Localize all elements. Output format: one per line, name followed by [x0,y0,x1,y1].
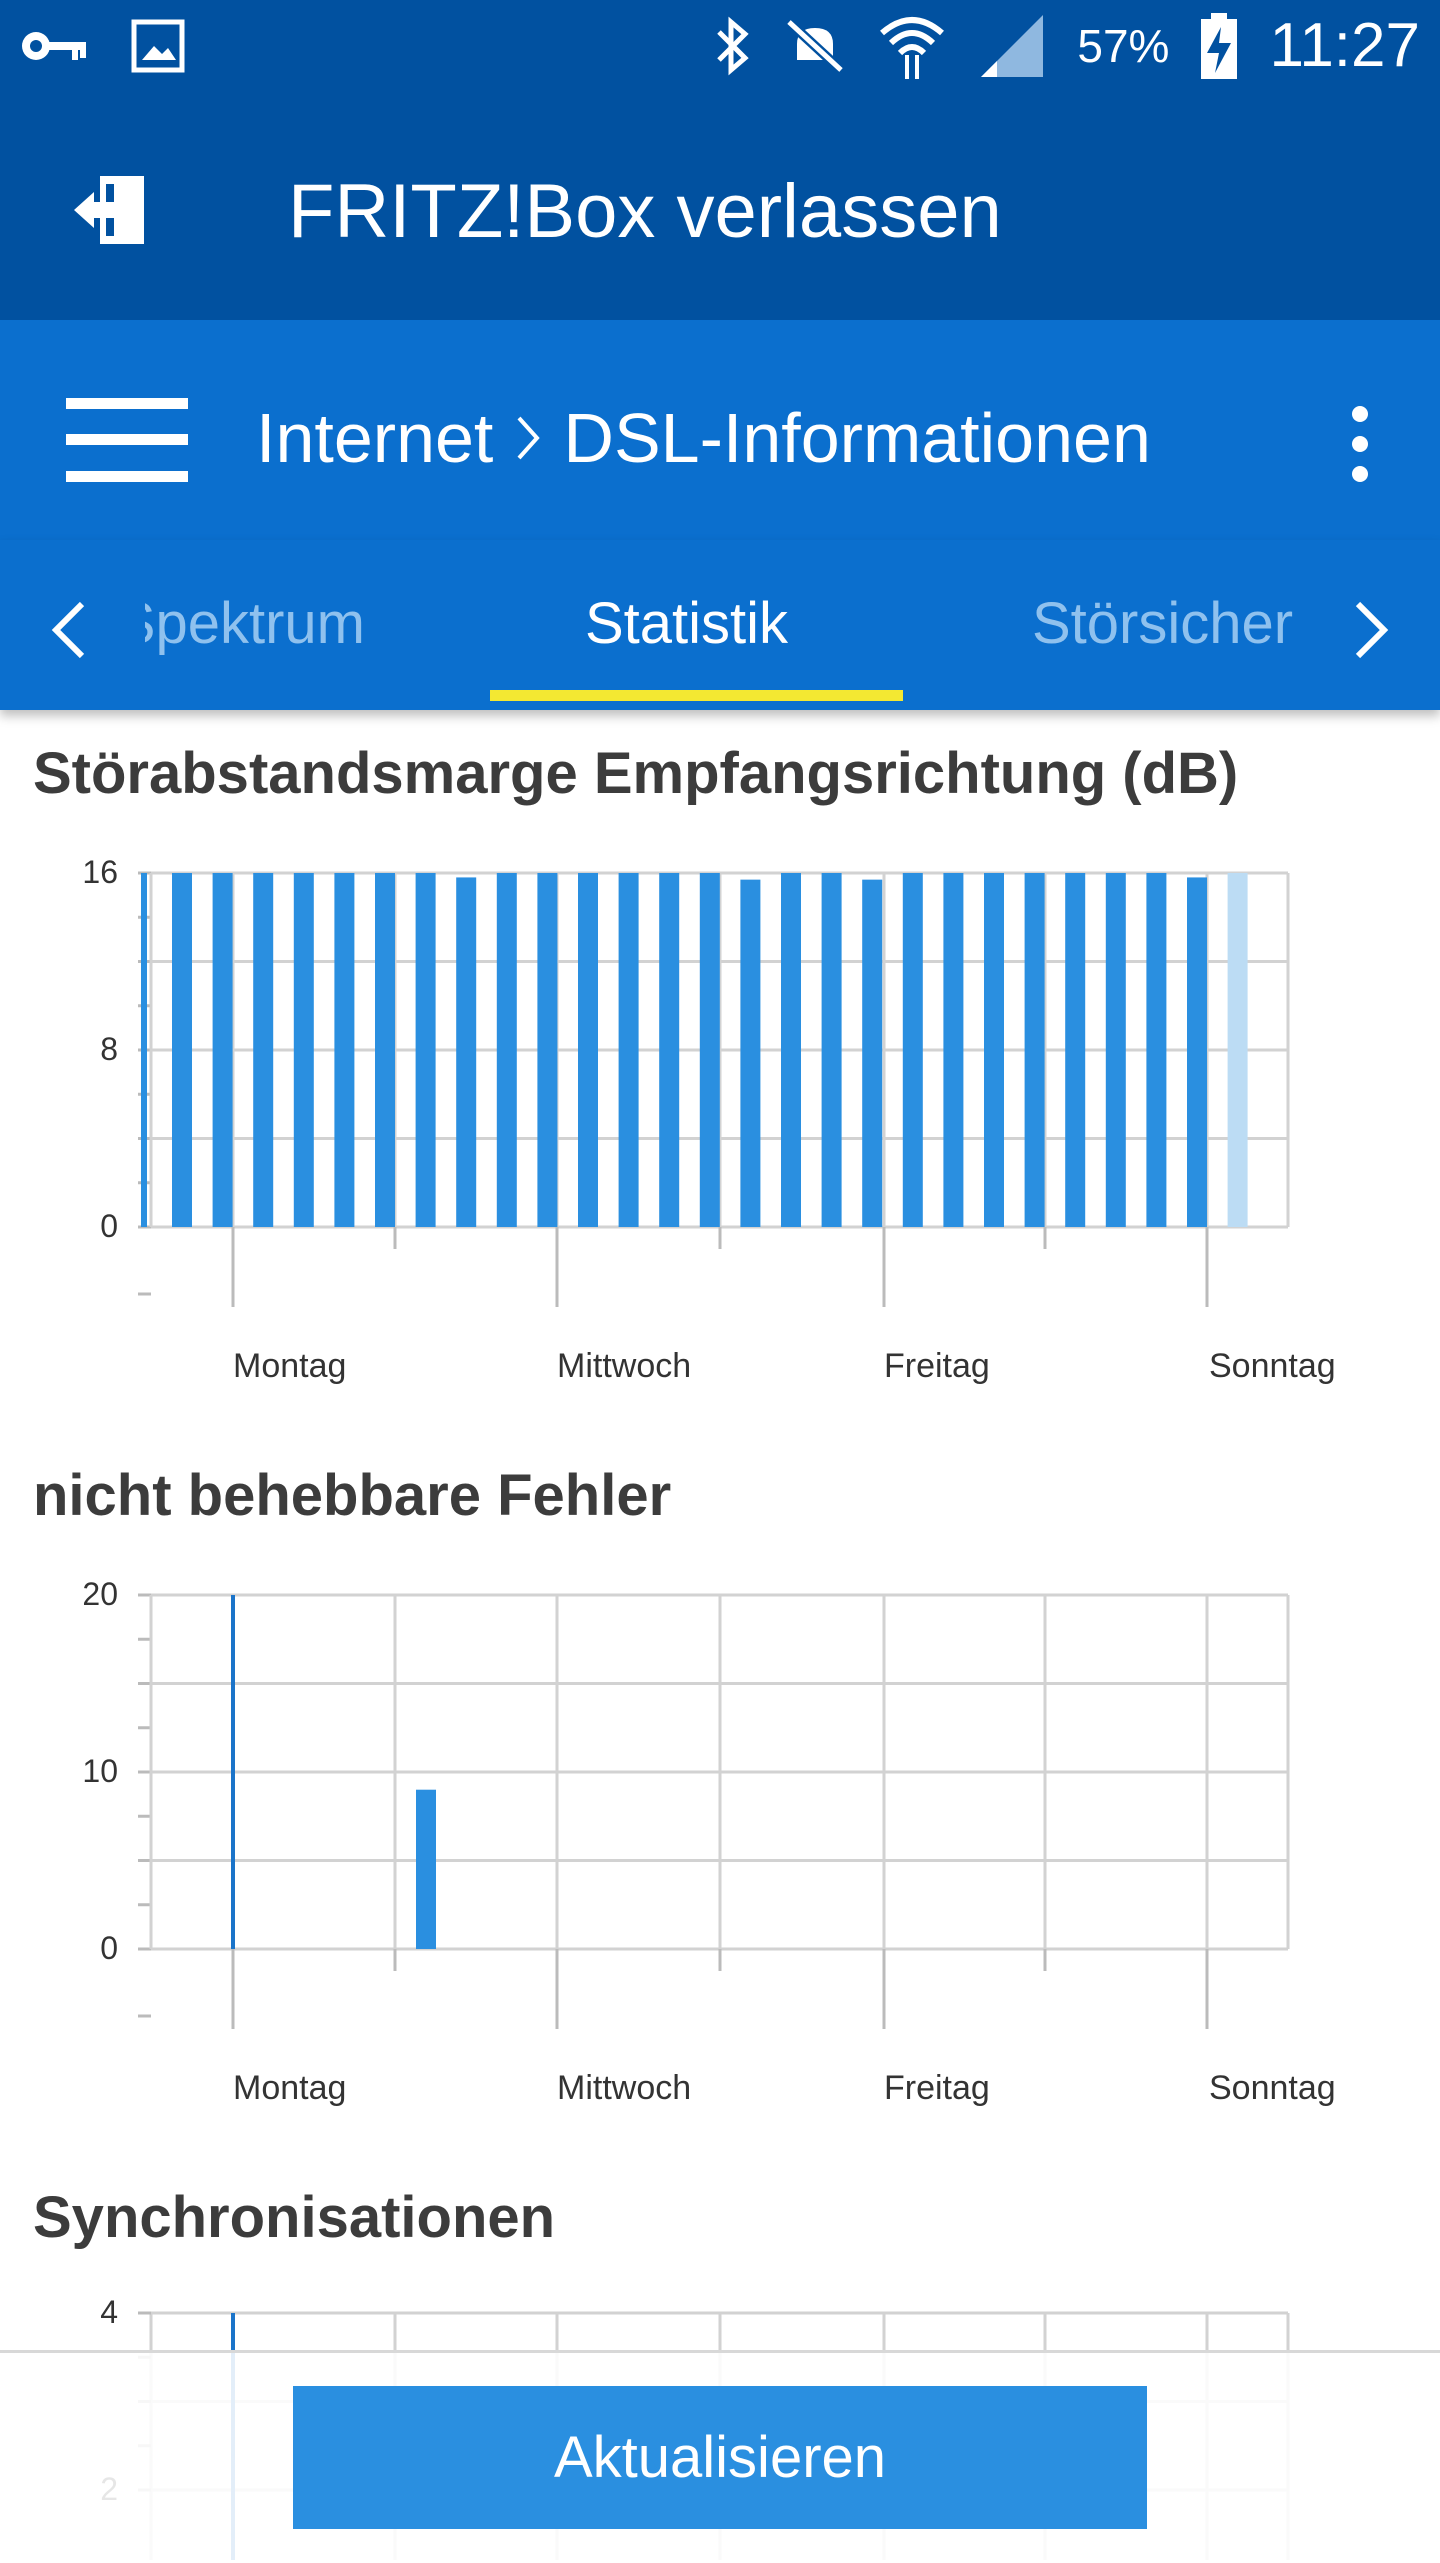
more-vert-icon[interactable] [1340,398,1380,488]
y-tick-label: 16 [82,854,118,890]
bar [1146,873,1167,1227]
chart2-title: nicht behebbare Fehler [33,1463,672,1528]
status-bar: 57% 11:27 [0,0,1440,100]
bar [578,873,598,1227]
footer: Aktualisieren [0,2350,1440,2563]
battery-percent: 57% [1077,19,1170,72]
nav-bar: Internet DSL-Informationen [0,320,1440,540]
bar [375,873,395,1227]
bar [1065,873,1086,1227]
bar [699,873,720,1227]
mute-icon [785,17,845,74]
bar [212,873,233,1227]
clock: 11:27 [1269,11,1420,80]
chart-uncorrectable-errors: 0 10 20 Montag Mittwoch Freitag Sonntag [82,1576,1336,2107]
y-tick-label: 20 [82,1576,118,1612]
bar [984,873,1004,1227]
chevron-right-icon[interactable] [1340,600,1400,660]
tab-stoersicherheit[interactable]: Störsicherheit [1032,591,1294,656]
y-tick-label: 4 [100,2294,118,2330]
bar [1024,873,1045,1227]
bar [141,873,147,1227]
bar [415,873,436,1227]
y-tick-label: 10 [82,1753,118,1789]
chart-snr-margin: 0 8 16 Montag Mittwoch Freitag Sonntag [82,854,1336,1385]
bar [781,873,801,1227]
tab-spektrum[interactable]: Spektrum [145,591,365,656]
bar [172,873,192,1227]
image-icon [131,19,185,73]
x-tick-label: Montag [233,2069,346,2107]
x-tick-label: Montag [233,1347,346,1385]
x-tick-label: Sonntag [1209,2069,1336,2107]
chart3-title: Synchronisationen [33,2185,556,2250]
bluetooth-icon [717,16,750,75]
y-tick-label: 8 [100,1031,118,1067]
x-tick-label: Freitag [884,1347,990,1385]
bar [740,879,761,1227]
x-tick-label: Sonntag [1209,1347,1336,1385]
bar-pending [1227,873,1248,1227]
tab-bar: Spektrum Statistik Störsicherheit [0,540,1440,710]
page-title[interactable]: FRITZ!Box verlassen [288,169,1002,254]
bar [416,1789,436,1949]
bar [902,873,923,1227]
wifi-icon [880,16,945,79]
bar [1187,877,1207,1227]
x-tick-label: Mittwoch [557,2069,691,2107]
bar [659,873,680,1227]
tab-statistik[interactable]: Statistik [585,591,789,656]
bar [943,873,964,1227]
bar-spike [231,1595,235,1949]
breadcrumb-page: DSL-Informationen [563,399,1151,477]
bar [821,873,842,1227]
breadcrumb: Internet DSL-Informationen [256,398,1151,478]
y-tick-label: 0 [100,1208,118,1244]
chart1-title: Störabstandsmarge Empfangsrichtung (dB) [33,741,1239,806]
y-tick-label: 0 [100,1930,118,1966]
bar [1105,873,1126,1227]
app-header: FRITZ!Box verlassen [0,100,1440,320]
x-tick-label: Freitag [884,2069,990,2107]
bar [293,873,314,1227]
battery-charging-icon [1201,12,1238,79]
exit-icon[interactable] [70,170,150,250]
bar [862,879,883,1227]
signal-icon [981,14,1044,77]
bar [496,873,517,1227]
bar [334,873,355,1227]
bar [456,877,477,1227]
bar [253,873,274,1227]
key-icon [22,32,86,60]
breadcrumb-section[interactable]: Internet [256,399,494,477]
active-tab-indicator [490,690,903,701]
bar [537,873,558,1227]
x-tick-label: Mittwoch [557,1347,691,1385]
bar [618,873,639,1227]
refresh-button[interactable]: Aktualisieren [293,2386,1147,2529]
chevron-right-icon [517,416,541,460]
chevron-left-icon[interactable] [40,600,100,660]
hamburger-icon[interactable] [66,398,188,482]
